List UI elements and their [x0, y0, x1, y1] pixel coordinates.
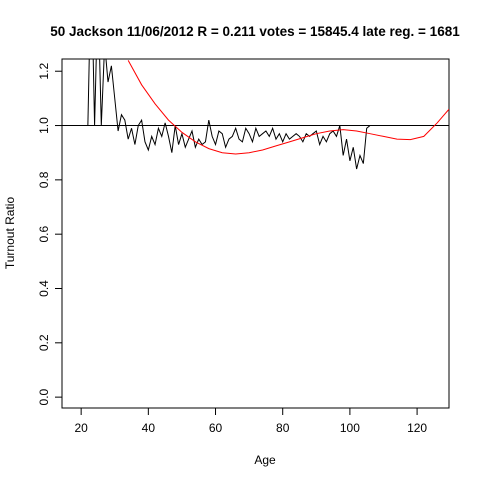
- y-axis-label: Turnout Ratio: [3, 197, 17, 270]
- y-tick-label: 1.2: [37, 63, 51, 80]
- x-axis-label: Age: [254, 453, 276, 467]
- y-tick-label: 1.0: [37, 117, 51, 134]
- x-tick-label: 100: [340, 421, 360, 435]
- y-tick-label: 0.2: [37, 334, 51, 351]
- data-line: [127, 60, 449, 155]
- y-tick-label: 0.6: [37, 226, 51, 243]
- data-line: [87, 59, 371, 170]
- y-tick-label: 0.0: [37, 388, 51, 405]
- y-tick-label: 0.8: [37, 171, 51, 188]
- x-tick-label: 20: [74, 421, 88, 435]
- x-tick-label: 40: [142, 421, 156, 435]
- y-tick-label: 0.4: [37, 280, 51, 297]
- x-tick-label: 120: [407, 421, 427, 435]
- x-tick-label: 60: [209, 421, 223, 435]
- plot-area: [62, 59, 449, 170]
- plot-frame: [61, 58, 450, 409]
- chart-title: 50 Jackson 11/06/2012 R = 0.211 votes = …: [50, 24, 460, 39]
- x-tick-label: 80: [276, 421, 290, 435]
